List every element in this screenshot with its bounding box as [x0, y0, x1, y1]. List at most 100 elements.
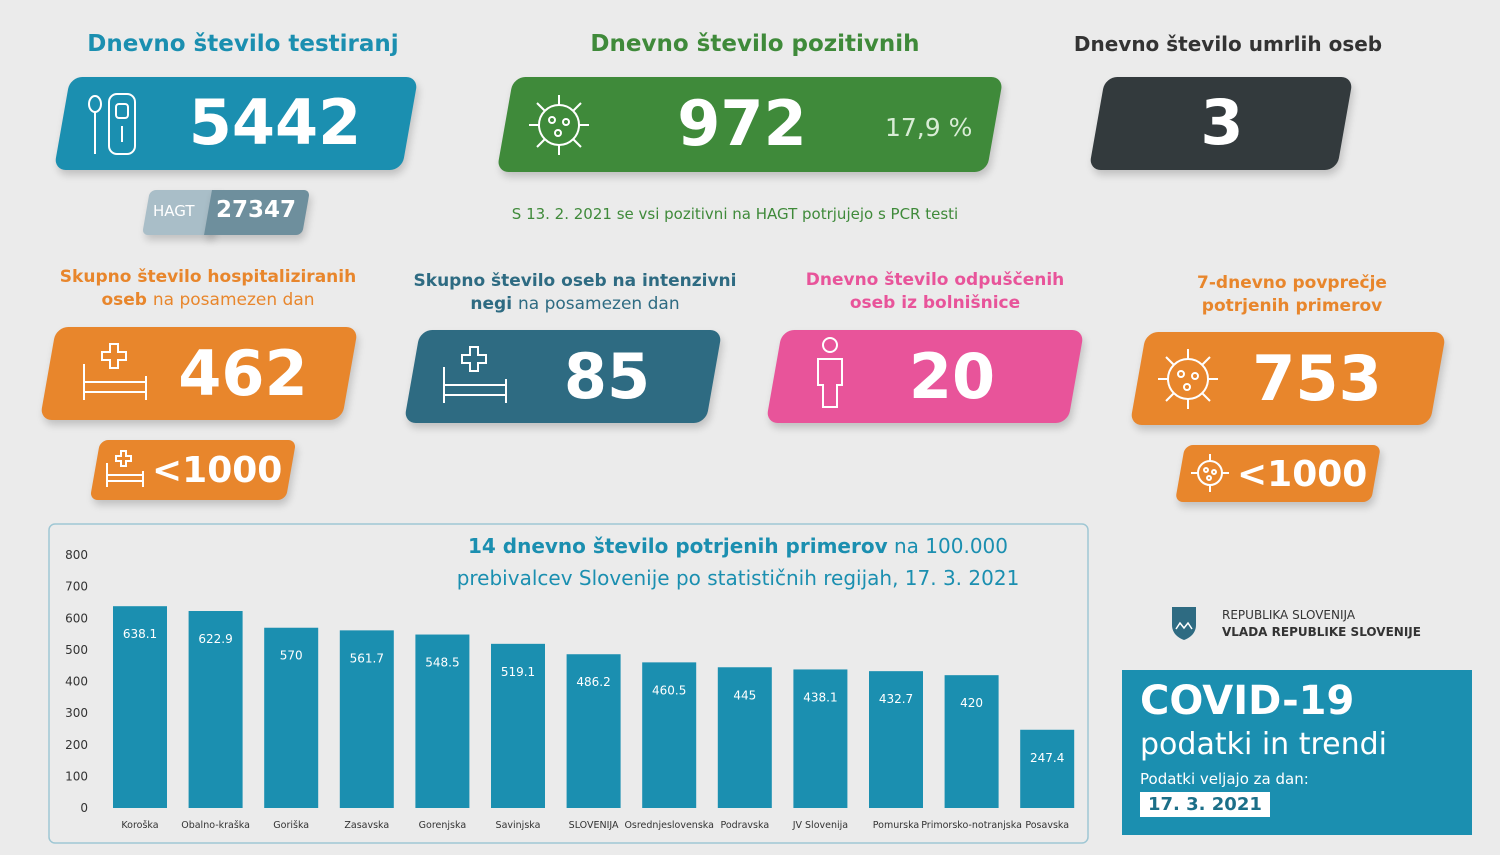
value-label: 561.7 — [350, 651, 384, 665]
gov-line-1: REPUBLIKA SLOVENIJA — [1222, 608, 1356, 622]
hagt-label: HAGT — [153, 202, 195, 220]
discharged-value: 20 — [908, 340, 996, 413]
y-tick-label: 300 — [65, 706, 88, 720]
title-light: na posamezen dan — [152, 290, 315, 310]
hagt-value: 27347 — [216, 197, 297, 223]
x-tick-label: Koroška — [121, 820, 158, 831]
x-tick-label: SLOVENIJA — [569, 820, 619, 831]
x-tick-label: Savinjska — [496, 820, 541, 831]
y-tick-label: 500 — [65, 643, 88, 657]
x-tick-label: Podravska — [720, 820, 769, 831]
positive-title: Dnevno število pozitivnih — [590, 31, 920, 57]
hospitalized-value: 462 — [178, 337, 308, 410]
value-label: 622.9 — [198, 632, 232, 646]
y-tick-label: 800 — [65, 548, 88, 562]
tests-title: Dnevno število testiranj — [87, 31, 399, 57]
deaths-value: 3 — [1200, 86, 1244, 159]
y-tick-label: 700 — [65, 580, 88, 594]
bar — [869, 671, 923, 808]
x-tick-label: Goriška — [273, 820, 309, 831]
bar — [339, 630, 394, 808]
covid-title: COVID-19 — [1140, 678, 1355, 724]
x-tick-label: Osrednjeslovenska — [624, 820, 714, 831]
title-bold: oseb — [101, 290, 147, 310]
bed-icon — [443, 346, 507, 403]
bar — [1020, 729, 1075, 808]
chart-title-2: prebivalcev Slovenije po statističnih re… — [457, 566, 1020, 590]
valid-date: 17. 3. 2021 — [1140, 792, 1270, 817]
virus-icon — [1158, 349, 1218, 409]
chart-title: 14 dnevno število potrjenih primerov na … — [468, 534, 1008, 558]
bar — [793, 669, 848, 808]
average-value: 753 — [1252, 342, 1382, 415]
discharged-title: Dnevno število odpuščenih oseb iz bolnišn… — [806, 269, 1065, 315]
bar — [264, 627, 319, 808]
value-label: 247.4 — [1030, 751, 1064, 765]
title-line: Dnevno število odpuščenih — [805, 270, 1065, 290]
hospitalized-title: Skupno število hospitaliziranih oseb na p… — [60, 266, 356, 312]
title-bold: negi — [470, 294, 513, 314]
x-tick-label: Primorsko-notranjska — [921, 820, 1022, 831]
average-limit: <1000 — [1237, 454, 1368, 495]
title-line: potrjenih primerov — [1201, 296, 1383, 316]
virus-icon — [529, 95, 589, 155]
value-label: 486.2 — [576, 675, 610, 689]
y-tick-label: 400 — [65, 675, 88, 689]
bar — [717, 667, 772, 808]
y-tick-label: 600 — [65, 611, 88, 625]
tests-value: 5442 — [188, 86, 362, 159]
bed-icon-small — [106, 450, 144, 487]
x-tick-label: Obalno-kraška — [181, 820, 250, 831]
positive-share: 17,9 % — [885, 113, 973, 142]
bed-icon — [83, 343, 147, 400]
hospitalized-limit: <1000 — [152, 450, 283, 491]
value-label: 438.1 — [803, 690, 837, 704]
value-label: 432.7 — [879, 692, 913, 706]
icu-value: 85 — [563, 340, 651, 413]
x-tick-label: Pomurska — [873, 820, 920, 831]
bar — [944, 675, 999, 808]
title-light: na posamezen dan — [517, 294, 680, 314]
deaths-title: Dnevno število umrlih oseb — [1073, 32, 1383, 56]
positive-value: 972 — [677, 87, 807, 160]
positive-note: S 13. 2. 2021 se vsi pozitivni na HAGT p… — [511, 205, 959, 223]
value-label: 445 — [733, 688, 756, 702]
value-label: 460.5 — [652, 683, 686, 697]
value-label: 548.5 — [425, 656, 459, 670]
y-tick-label: 200 — [65, 738, 88, 752]
title-rest: na 100.000 — [894, 534, 1008, 558]
chart-frame — [48, 523, 1089, 844]
y-tick-label: 0 — [80, 801, 88, 815]
valid-label: Podatki veljajo za dan: — [1140, 770, 1309, 788]
covid-subtitle: podatki in trendi — [1140, 727, 1388, 762]
y-tick-label: 100 — [65, 769, 88, 783]
bar — [113, 606, 167, 808]
value-label: 420 — [960, 696, 983, 710]
person-icon — [817, 337, 843, 408]
x-tick-label: Posavska — [1025, 820, 1069, 831]
average-title: 7-dnevno povprečje potrjenih primerov — [1197, 272, 1387, 318]
bar — [188, 611, 243, 808]
x-tick-label: Zasavska — [344, 820, 389, 831]
value-label: 638.1 — [123, 627, 157, 641]
bar — [415, 634, 470, 808]
bar — [642, 662, 697, 808]
test-icon — [88, 93, 136, 155]
x-tick-label: Gorenjska — [419, 820, 466, 831]
chart: 14 dnevno število potrjenih primerov na … — [48, 523, 1089, 844]
bar — [491, 643, 545, 808]
value-label: 519.1 — [501, 665, 535, 679]
value-label: 570 — [280, 649, 303, 663]
title-bold: 14 dnevno število potrjenih primerov — [468, 534, 888, 558]
title-bold: Skupno število hospitaliziranih — [59, 267, 357, 287]
coat-of-arms — [1172, 607, 1196, 640]
virus-icon-small — [1191, 454, 1229, 492]
bar — [566, 654, 621, 808]
gov-line-2: VLADA REPUBLIKE SLOVENIJE — [1222, 625, 1421, 639]
title-line: oseb iz bolnišnice — [849, 293, 1021, 313]
title-bold: Skupno število oseb na intenzivni — [413, 271, 737, 291]
title-line: 7-dnevno povprečje — [1197, 273, 1387, 293]
icu-title: Skupno število oseb na intenzivni negi na… — [414, 270, 737, 316]
x-tick-label: JV Slovenija — [792, 820, 848, 831]
